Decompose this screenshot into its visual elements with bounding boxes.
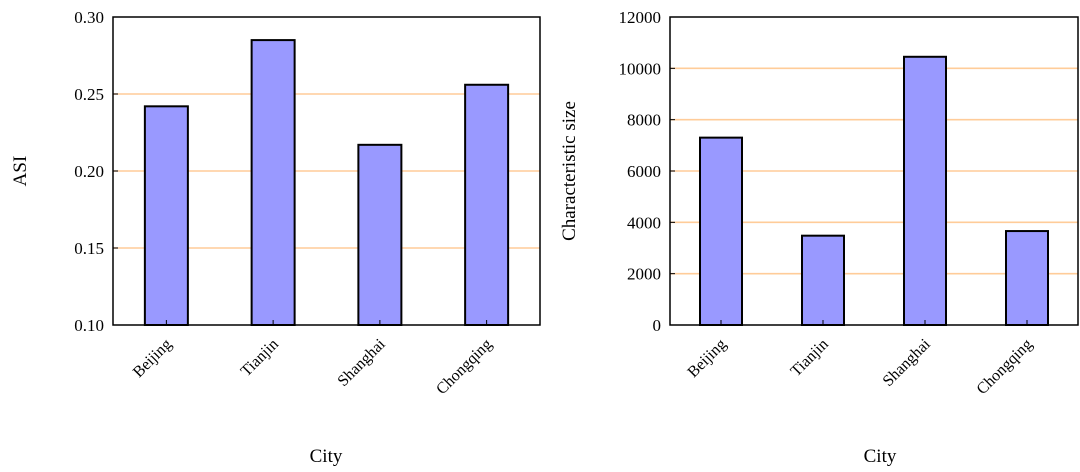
bar-tianjin — [250, 39, 296, 326]
bar-beijing — [143, 105, 189, 326]
bar-beijing — [699, 136, 743, 326]
x-axis-label: City — [310, 446, 343, 467]
y-tick-label: 0.10 — [74, 316, 104, 335]
bar-tianjin — [801, 234, 845, 326]
y-axis-label: ASI — [10, 156, 31, 187]
plot-frame — [669, 16, 1079, 326]
bar-shanghai — [357, 143, 403, 326]
y-tick-label: 0 — [653, 316, 662, 335]
y-axis-label: Characteristic size — [559, 101, 580, 241]
x-tick-label: Beijing — [684, 336, 729, 381]
x-tick-label: Tianjin — [238, 336, 282, 380]
y-tick-label: 0.25 — [74, 85, 104, 104]
characteristic-size-chart: 0 2000 4000 6000 8000 10000 12000 Beijing Tianji… — [559, 8, 1079, 467]
x-tick-label: Shanghai — [880, 335, 935, 390]
bar-chongqing — [1005, 230, 1049, 326]
plot-frame — [112, 16, 541, 326]
x-tick-label: Shanghai — [335, 335, 390, 390]
asi-chart: 0.10 0.15 0.20 0.25 0.30 Beijing Tianjin Shangh… — [10, 8, 541, 467]
x-tick-label: Tianjin — [788, 336, 832, 380]
y-tick-label: 8000 — [627, 111, 661, 130]
y-tick-label: 0.15 — [74, 239, 104, 258]
bar-shanghai — [903, 55, 947, 327]
y-tick-label: 0.30 — [74, 8, 104, 27]
x-tick-label: Chongqing — [974, 336, 1036, 398]
x-tick-label: Beijing — [130, 336, 175, 381]
y-tick-label: 0.20 — [74, 162, 104, 181]
y-tick-label: 12000 — [619, 8, 662, 27]
bar-chongqing — [464, 83, 510, 327]
y-tick-label: 10000 — [619, 59, 662, 78]
x-tick-label: Chongqing — [433, 336, 495, 398]
y-tick-label: 2000 — [627, 265, 661, 284]
y-tick-label: 6000 — [627, 162, 661, 181]
x-axis-label: City — [864, 446, 897, 467]
y-tick-label: 4000 — [627, 213, 661, 232]
